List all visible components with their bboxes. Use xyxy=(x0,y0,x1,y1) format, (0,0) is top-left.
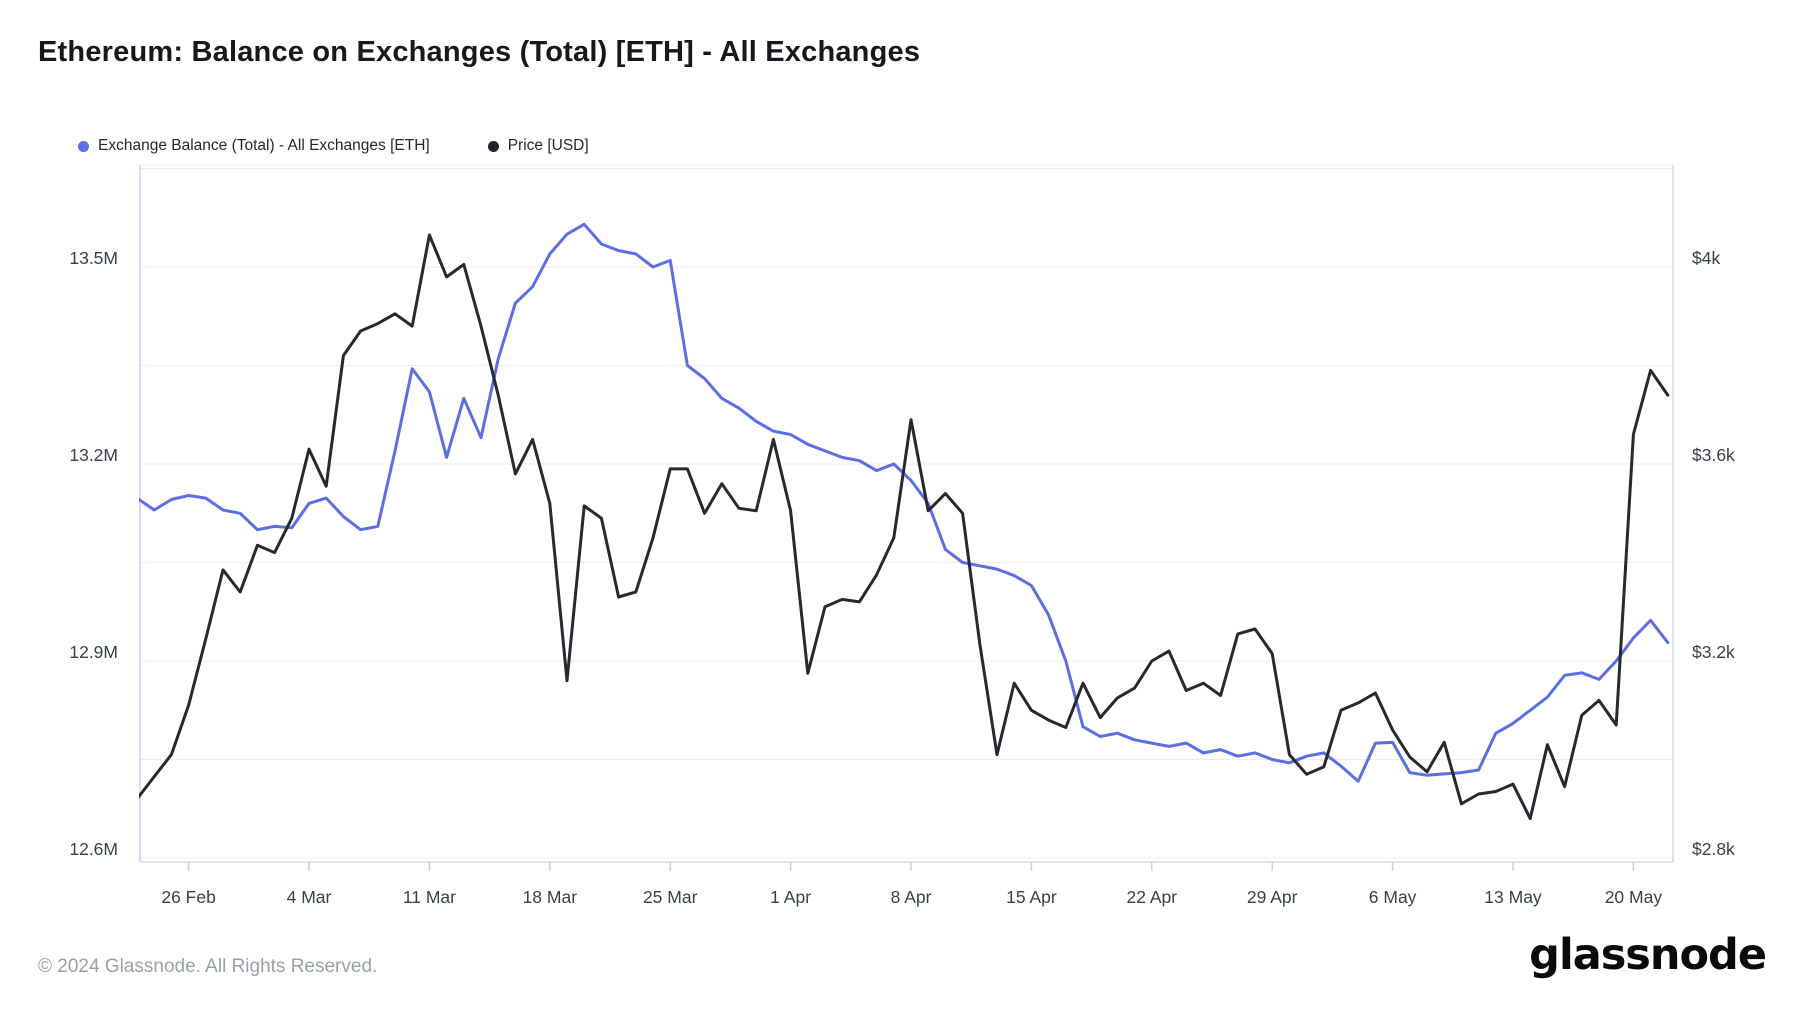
x-axis-label: 4 Mar xyxy=(287,887,332,907)
price-line xyxy=(139,233,1670,821)
x-axis-label: 22 Apr xyxy=(1126,887,1177,907)
chart-legend: Exchange Balance (Total) - All Exchanges… xyxy=(78,137,647,155)
x-axis-label: 25 Mar xyxy=(643,887,698,907)
legend-item-price[interactable]: Price [USD] xyxy=(487,137,589,155)
gridlines xyxy=(140,168,1673,859)
y-axis-right-label: $3.2k xyxy=(1692,642,1735,662)
y-axis-left-label: 12.6M xyxy=(69,839,118,859)
y-axis-left-label: 12.9M xyxy=(69,642,118,662)
x-axis-label: 11 Mar xyxy=(403,887,456,907)
plot-borders xyxy=(139,164,1674,863)
x-axis-label: 6 May xyxy=(1369,887,1417,907)
x-axis-label: 8 Apr xyxy=(891,887,932,907)
exchange-balance-series-dot-icon xyxy=(78,140,89,152)
legend-label-price: Price [USD] xyxy=(507,137,589,154)
price-series-dot-icon xyxy=(487,140,499,152)
x-axis-label: 15 Apr xyxy=(1006,887,1057,907)
exchange-balance-line xyxy=(139,222,1670,783)
y-axis-right-label: $3.6k xyxy=(1692,445,1735,465)
x-axis-label: 29 Apr xyxy=(1247,887,1298,907)
x-axis-ticks xyxy=(187,862,1635,871)
page-title: Ethereum: Balance on Exchanges (Total) [… xyxy=(38,36,921,68)
y-axis-left-label: 13.5M xyxy=(69,248,118,268)
x-axis-label: 26 Feb xyxy=(161,887,215,907)
x-axis-label: 18 Mar xyxy=(523,887,578,907)
copyright-text: © 2024 Glassnode. All Rights Reserved. xyxy=(38,956,378,977)
x-axis-label: 1 Apr xyxy=(770,887,811,907)
y-axis-left-label: 13.2M xyxy=(69,445,118,465)
x-axis-label: 13 May xyxy=(1484,887,1542,907)
legend-item-exchange-balance[interactable]: Exchange Balance (Total) - All Exchanges… xyxy=(78,137,430,155)
x-axis-label: 20 May xyxy=(1605,887,1663,907)
y-axis-right-label: $2.8k xyxy=(1692,839,1735,859)
y-axis-right-label: $4k xyxy=(1692,248,1720,268)
y-axis-left-labels: 13.5M 13.2M 12.9M 12.6M xyxy=(69,248,118,859)
y-axis-right-labels: $4k $3.6k $3.2k $2.8k xyxy=(1692,248,1735,859)
x-axis-date-labels: 26 Feb 4 Mar 11 Mar 18 Mar 25 Mar 1 Apr 8 Apr 1… xyxy=(161,887,1662,907)
glassnode-logo: glassnode xyxy=(1529,930,1767,980)
legend-label-exchange-balance: Exchange Balance (Total) - All Exchanges… xyxy=(98,137,430,154)
